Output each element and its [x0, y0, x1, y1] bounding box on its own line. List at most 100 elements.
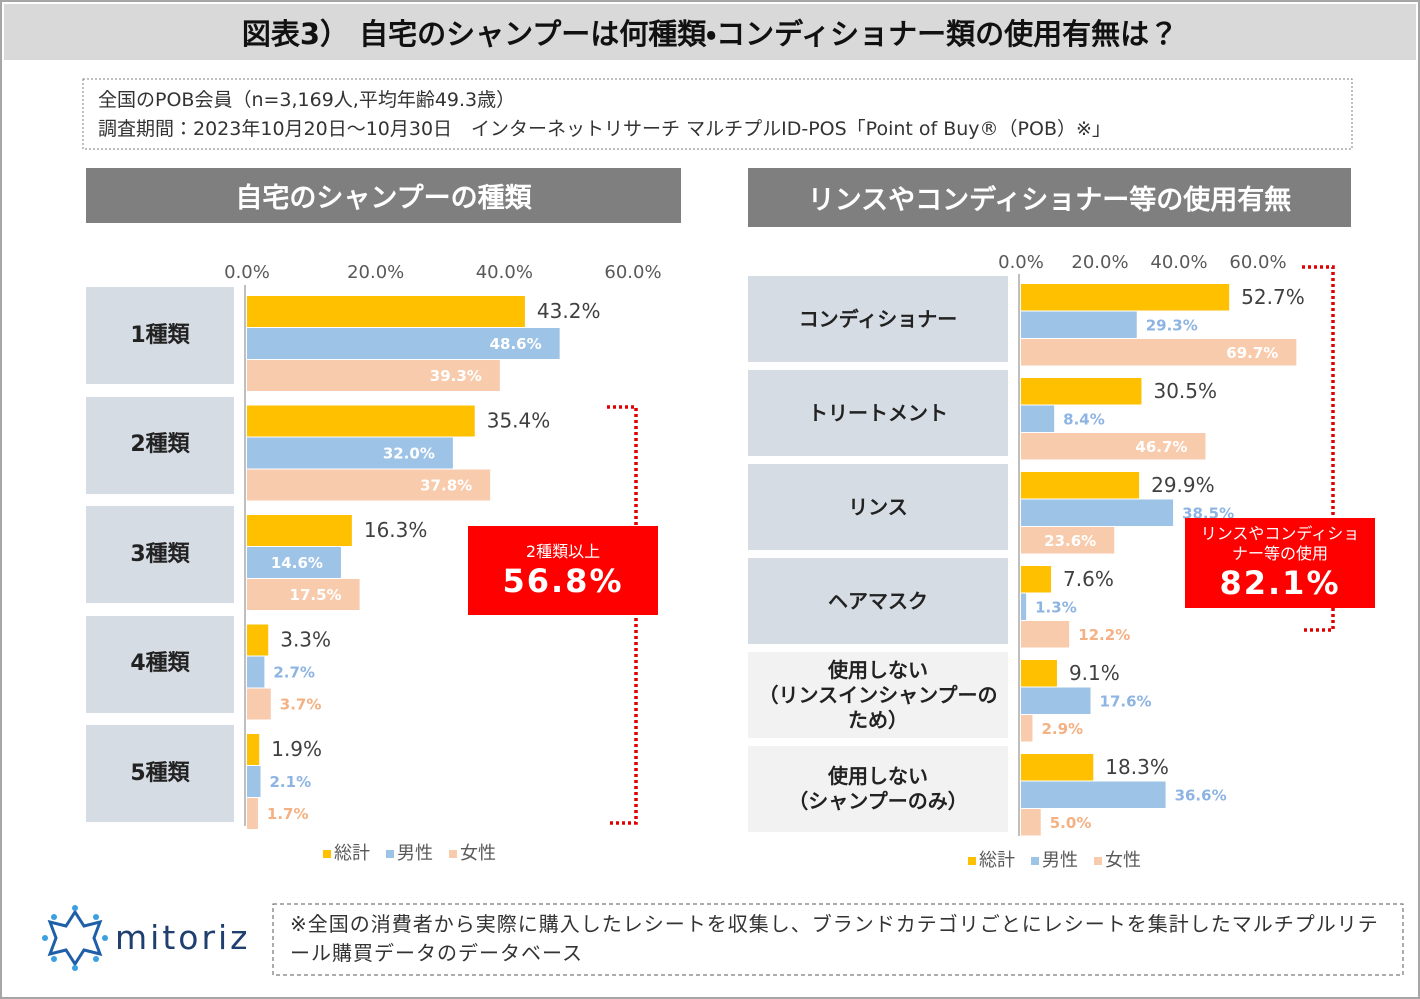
value-label: 9.1%: [1069, 661, 1120, 685]
bar: [247, 688, 271, 720]
value-label: 38.5%: [1182, 504, 1234, 522]
value-label: 16.3%: [364, 518, 428, 542]
chart-title: 自宅のシャンプーの種類: [86, 168, 681, 223]
bar: [247, 437, 453, 469]
value-label: 29.3%: [1146, 316, 1198, 334]
value-label: 3.3%: [280, 628, 331, 652]
bar: [1021, 566, 1052, 593]
bar: [1021, 433, 1206, 460]
bar: [1021, 621, 1070, 648]
legend-swatch: [1094, 857, 1102, 865]
bracket: [607, 405, 638, 825]
value-label: 14.6%: [271, 554, 323, 572]
category-label: コンディショナー: [748, 276, 1008, 362]
callout: リンスやコンディショナー等の使用 82.1%: [1185, 518, 1375, 608]
value-label: 7.6%: [1063, 567, 1114, 591]
callout: 2種類以上 56.8%: [468, 526, 658, 615]
category-label: 4種類: [86, 615, 234, 713]
value-label: 2.7%: [273, 664, 315, 682]
value-label: 1.3%: [1035, 598, 1077, 616]
bar: [247, 360, 500, 391]
legend-label: 総計: [334, 843, 370, 864]
value-label: 18.3%: [1105, 755, 1169, 779]
legend-label: 男性: [397, 843, 433, 864]
bar: [1021, 687, 1091, 714]
value-label: 5.0%: [1050, 814, 1092, 832]
bar: [247, 624, 269, 656]
value-label: 46.7%: [1135, 438, 1187, 456]
bar: [1021, 405, 1055, 432]
logo-dot: [102, 935, 108, 941]
value-label: 3.7%: [280, 696, 322, 714]
notes: 全国のPOB会員（n=3,169人,平均年齢49.3歳） 調査期間：2023年1…: [98, 86, 1111, 144]
x-tick-label: 0.0%: [224, 262, 270, 283]
legend-label: 女性: [1105, 850, 1141, 871]
value-label: 2.9%: [1041, 720, 1083, 738]
logo-dot: [51, 914, 57, 920]
bar: [247, 405, 475, 437]
note-line: 全国のPOB会員（n=3,169人,平均年齢49.3歳）: [98, 89, 516, 111]
bar: [247, 547, 341, 578]
bar: [247, 296, 525, 327]
bar: [247, 766, 261, 797]
value-label: 17.5%: [290, 586, 342, 604]
legend-label: 総計: [979, 850, 1015, 871]
bar: [1021, 754, 1094, 781]
logo-text: mitoriz: [115, 918, 251, 957]
bar: [247, 798, 258, 829]
x-tick-label: 40.0%: [1150, 252, 1207, 273]
category-label: 使用しない （リンスインシャンプーの ため）: [748, 652, 1008, 738]
bar: [247, 515, 352, 546]
value-label: 1.7%: [267, 805, 309, 823]
notes-box: [82, 78, 1353, 150]
chart-title: リンスやコンディショナー等の使用有無: [748, 168, 1351, 227]
bar: [1021, 593, 1027, 620]
legend-swatch: [386, 850, 394, 858]
logo-star: [47, 909, 103, 967]
bar: [1021, 339, 1297, 366]
footnote-box: [272, 903, 1404, 976]
bar: [247, 328, 560, 359]
category-label: 2種類: [86, 396, 234, 494]
legend-swatch: [1031, 857, 1039, 865]
x-tick-label: 40.0%: [476, 262, 533, 283]
logo-icon: [47, 909, 103, 967]
value-label: 39.3%: [430, 367, 482, 385]
value-label: 52.7%: [1241, 285, 1305, 309]
value-label: 8.4%: [1063, 410, 1105, 428]
bar: [1021, 378, 1142, 405]
bar: [1021, 527, 1115, 554]
callout-value: 56.8%: [502, 561, 624, 600]
logo-dot: [93, 956, 99, 962]
bar: [247, 579, 360, 610]
bracket: [1302, 265, 1335, 632]
bar: [1021, 781, 1166, 808]
value-label: 23.6%: [1044, 532, 1096, 550]
logo-dot: [51, 956, 57, 962]
bar: [1021, 284, 1230, 311]
bar: [1021, 311, 1137, 338]
x-tick-label: 60.0%: [1229, 252, 1286, 273]
category-label: ヘアマスク: [748, 558, 1008, 644]
bar: [1021, 660, 1057, 687]
legend-label: 女性: [460, 843, 496, 864]
logo-dot: [72, 965, 78, 971]
bar: [247, 734, 260, 765]
value-label: 29.9%: [1151, 473, 1215, 497]
x-tick-label: 0.0%: [998, 252, 1044, 273]
bar: [1021, 472, 1140, 499]
value-label: 48.6%: [490, 335, 542, 353]
value-label: 1.9%: [271, 737, 322, 761]
value-label: 2.1%: [270, 773, 312, 791]
logo-dot: [93, 914, 99, 920]
x-tick-label: 60.0%: [604, 262, 661, 283]
category-label: トリートメント: [748, 370, 1008, 456]
value-label: 32.0%: [383, 445, 435, 463]
footnote: ※全国の消費者から実際に購入したレシートを収集し、ブランドカテゴリごとにレシート…: [290, 912, 1379, 965]
title: 図表3） 自宅のシャンプーは何種類・コンディショナー類の使用有無は？: [241, 17, 1179, 51]
category-label: 使用しない （シャンプーのみ）: [748, 746, 1008, 832]
logo-dot: [72, 905, 78, 911]
bar: [247, 469, 491, 501]
